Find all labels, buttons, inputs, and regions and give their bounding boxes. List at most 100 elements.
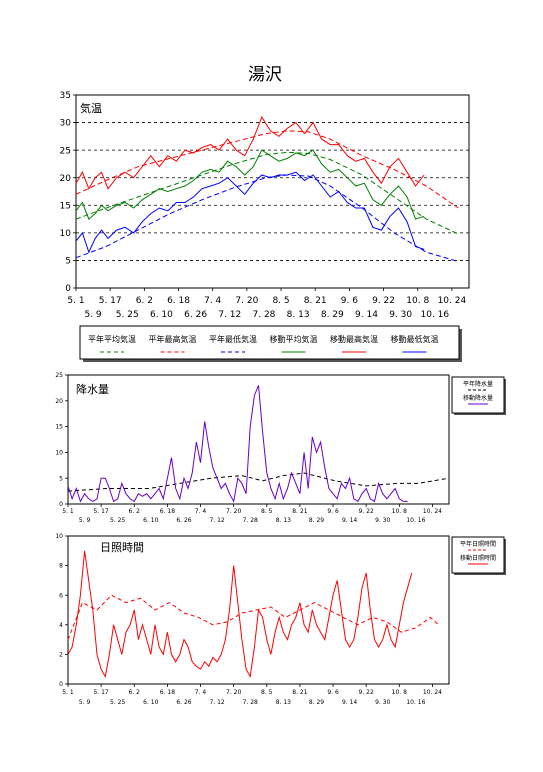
figure-title: 湯沢 <box>248 65 282 85</box>
series-line-normal-min <box>75 174 459 262</box>
plot-frame <box>75 94 470 289</box>
x-tick-label-lower: 8. 29 <box>321 310 344 320</box>
x-tick-label: 5. 1 <box>62 689 74 696</box>
x-tick-label: 10. 24 <box>423 689 442 696</box>
x-tick-label: 9. 6 <box>341 296 358 306</box>
x-tick-label: 10. 24 <box>423 508 442 515</box>
y-tick-label: 10 <box>60 229 72 239</box>
x-tick-label-lower: 7. 12 <box>218 310 241 320</box>
x-tick-label-lower: 6. 10 <box>150 310 173 320</box>
y-tick-label: 5 <box>59 475 63 482</box>
x-tick-label-lower: 7. 28 <box>253 310 276 320</box>
x-tick-label-lower: 9. 14 <box>355 310 378 320</box>
x-tick-label-lower: 8. 29 <box>309 699 324 706</box>
x-tick-label-lower: 5. 25 <box>116 310 139 320</box>
y-tick-label: 0 <box>59 681 63 688</box>
x-tick-label: 6. 18 <box>160 508 175 515</box>
x-tick-label: 6. 2 <box>136 296 153 306</box>
x-tick-label: 7. 20 <box>235 296 258 306</box>
series-line-moving-max <box>75 115 425 190</box>
y-tick-label: 0 <box>59 501 63 508</box>
legend-label: 平年最低気温 <box>209 334 257 344</box>
x-tick-label-lower: 9. 30 <box>375 517 390 524</box>
x-tick-label: 5. 1 <box>62 508 74 515</box>
x-tick-label-lower: 7. 12 <box>209 699 224 706</box>
legend-label: 移動平均気温 <box>270 334 318 344</box>
x-tick-label-lower: 9. 30 <box>375 699 390 706</box>
x-tick-label: 10. 8 <box>392 689 407 696</box>
axis-label: 気温 <box>80 101 102 115</box>
legend-label: 平年最高気温 <box>149 334 197 344</box>
y-tick-label: 15 <box>55 424 63 431</box>
plot-frame <box>67 374 450 505</box>
y-tick-label: 20 <box>60 174 72 184</box>
x-tick-label: 6. 2 <box>129 508 141 515</box>
y-tick-label: 20 <box>55 398 63 405</box>
x-tick-label-lower: 9. 14 <box>342 517 357 524</box>
x-tick-label: 9. 22 <box>359 508 374 515</box>
legend-label: 移動最低気温 <box>391 334 439 344</box>
x-tick-label-lower: 8. 13 <box>276 699 291 706</box>
legend-label: 移動降水量 <box>463 394 493 402</box>
x-tick-label: 8. 5 <box>272 296 289 306</box>
x-tick-label-lower: 8. 13 <box>287 310 310 320</box>
x-tick-label-lower: 10. 16 <box>406 699 425 706</box>
series-line-moving <box>67 550 413 679</box>
x-tick-label-lower: 6. 26 <box>176 517 191 524</box>
y-tick-label: 10 <box>55 450 63 457</box>
legend-temperature: 平年平均気温 平年最高気温 平年最低気温 移動平均気温 移動最高気温 移動最低気温 <box>79 325 462 362</box>
y-tick-label: 8 <box>59 563 63 570</box>
x-tick-label: 7. 20 <box>226 508 241 515</box>
x-tick-label-lower: 9. 14 <box>342 699 357 706</box>
legend-label: 移動最高気温 <box>330 334 378 344</box>
series-line-normal <box>67 472 450 492</box>
chart-panel-1: 0 5 10 15 20 25 30 35 5. 1 5. 17 6. 2 6. 18 7. 4 7. 2… <box>60 91 470 320</box>
chart-panel-2: 0 5 10 15 20 25 5. 1 5. 17 6. 2 6. 18 7. 4 7. 20 8. … <box>55 372 450 524</box>
x-tick-label: 7. 4 <box>204 296 221 306</box>
y-tick-label: 4 <box>59 622 63 629</box>
x-tick-label-lower: 5. 9 <box>79 517 91 524</box>
series-line-normal <box>67 594 439 640</box>
y-tick-label: 0 <box>65 284 71 294</box>
x-tick-label-lower: 5. 25 <box>110 699 125 706</box>
x-tick-label: 9. 6 <box>327 508 339 515</box>
legend-box <box>451 376 505 414</box>
x-tick-label-lower: 8. 29 <box>309 517 324 524</box>
x-tick-label-lower: 5. 25 <box>110 517 125 524</box>
x-tick-label: 9. 22 <box>372 296 395 306</box>
x-tick-label: 5. 17 <box>93 689 108 696</box>
legend-box <box>79 325 460 360</box>
x-tick-label: 5. 17 <box>93 508 108 515</box>
x-tick-label: 8. 21 <box>304 296 327 306</box>
x-tick-label: 8. 5 <box>261 508 273 515</box>
x-tick-label: 8. 5 <box>261 689 273 696</box>
plot-frame <box>67 535 450 685</box>
x-tick-label: 5. 17 <box>99 296 122 306</box>
series-line-moving-mean <box>75 149 425 220</box>
axis-label: 降水量 <box>76 382 109 396</box>
x-tick-label: 8. 21 <box>292 689 307 696</box>
x-tick-label-lower: 6. 10 <box>143 699 158 706</box>
x-tick-label-lower: 10. 16 <box>406 517 425 524</box>
x-tick-label: 6. 18 <box>167 296 190 306</box>
x-tick-label-lower: 7. 28 <box>243 699 258 706</box>
legend-label: 移動日照時間 <box>460 554 496 562</box>
y-tick-label: 35 <box>60 91 71 101</box>
x-tick-label: 7. 4 <box>195 689 207 696</box>
y-tick-label: 25 <box>60 146 71 156</box>
legend-box <box>451 536 505 574</box>
series-line-normal-mean <box>75 151 459 235</box>
x-tick-label-lower: 9. 30 <box>389 310 412 320</box>
legend-label: 平年平均気温 <box>88 334 136 344</box>
y-tick-label: 25 <box>55 372 63 379</box>
x-tick-label: 6. 18 <box>160 689 175 696</box>
x-tick-label-lower: 6. 10 <box>143 517 158 524</box>
x-tick-label: 7. 4 <box>195 508 207 515</box>
x-tick-label-lower: 7. 12 <box>209 517 224 524</box>
series-line-normal-max <box>75 130 459 209</box>
x-tick-label: 8. 21 <box>292 508 307 515</box>
